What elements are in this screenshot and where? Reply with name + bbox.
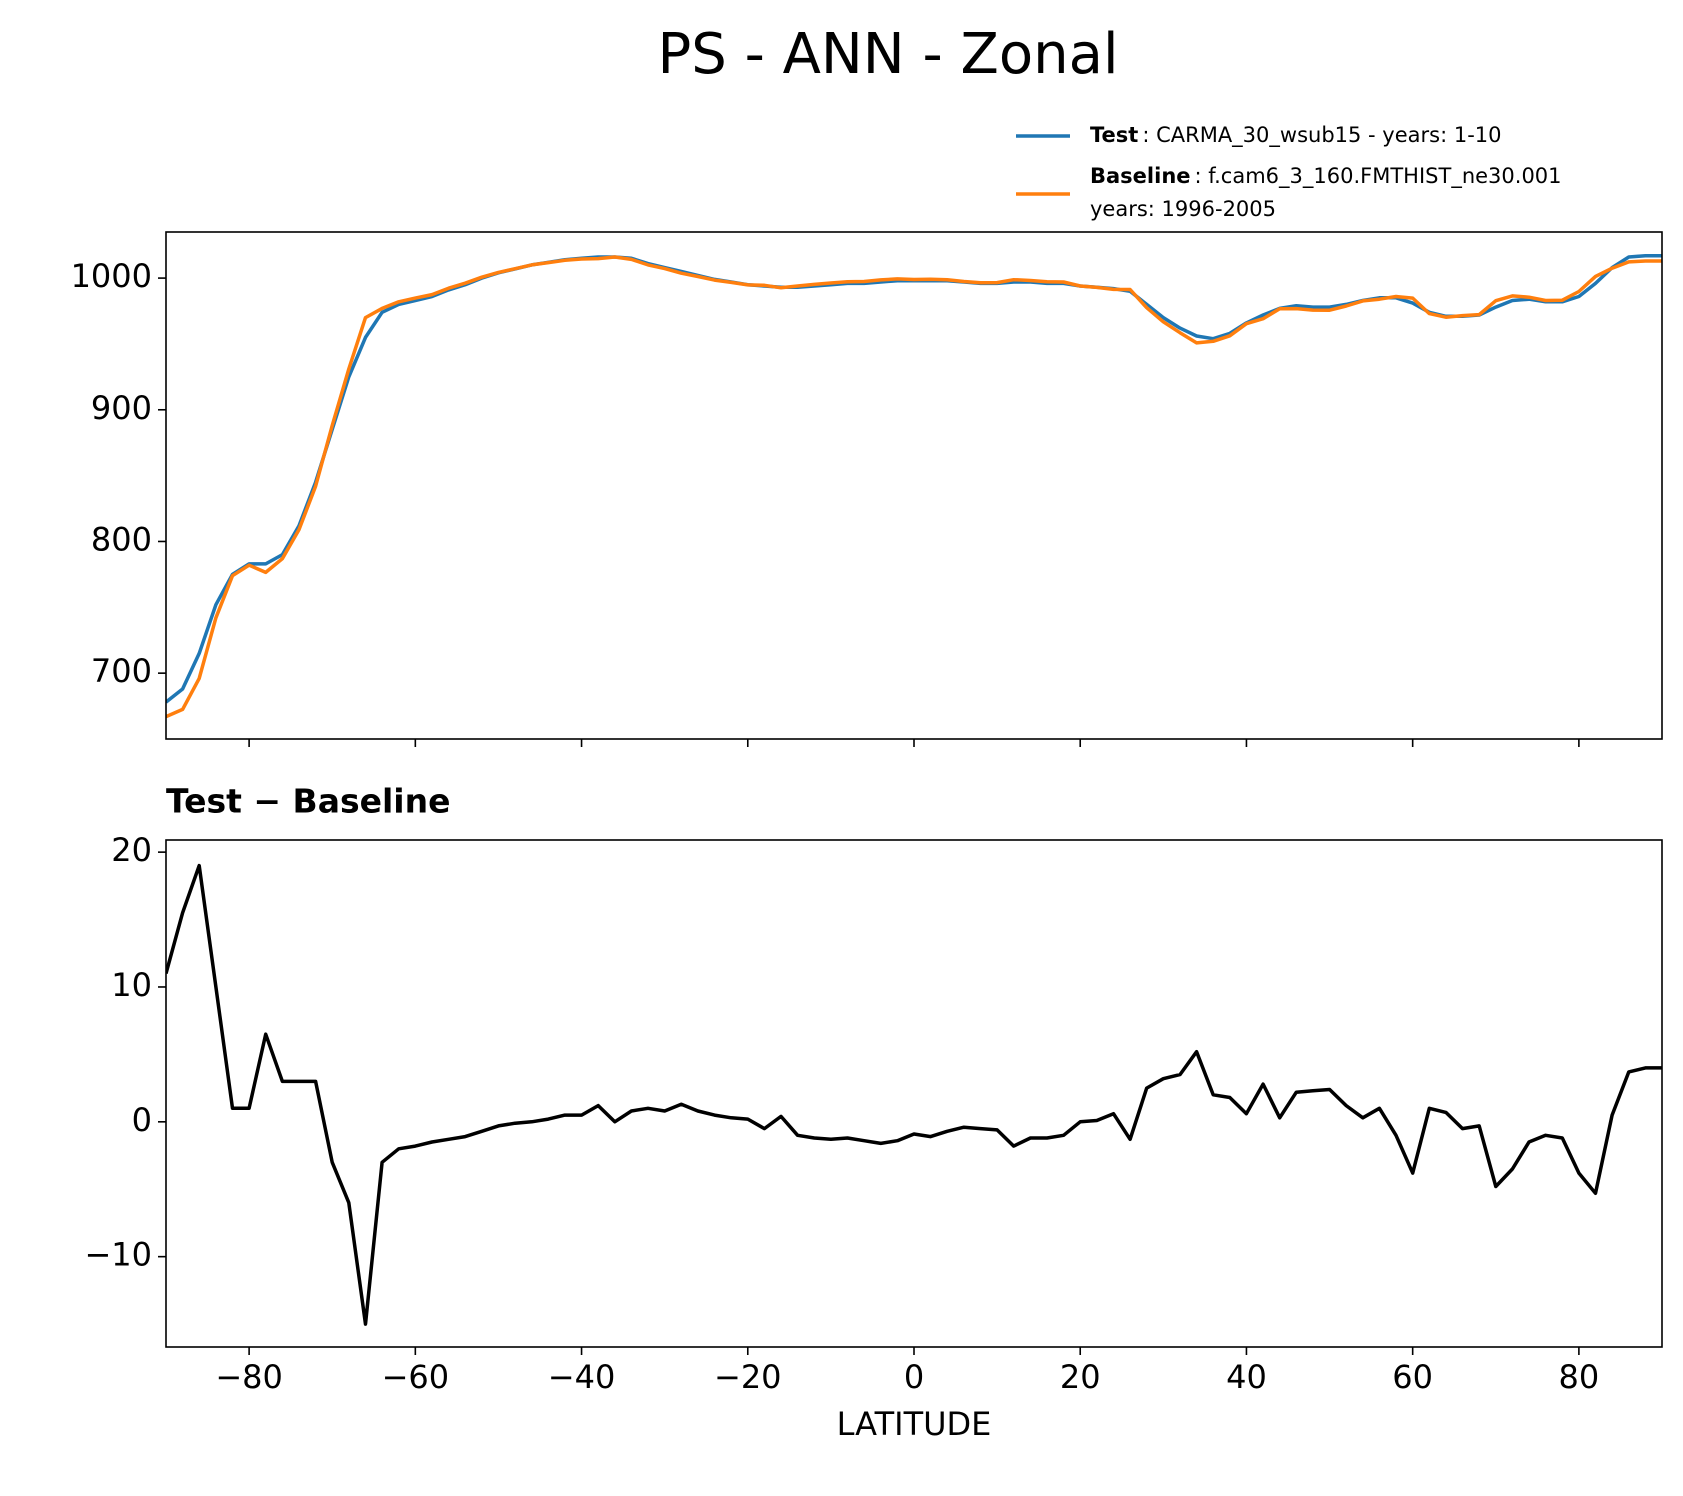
y-tick-label: 0	[132, 1101, 152, 1139]
series-line	[166, 253, 1662, 704]
y-tick-label: 10	[111, 966, 152, 1004]
legend-name: Baseline	[1090, 164, 1191, 188]
legend-label: Baseline: f.cam6_3_160.FMTHIST_ne30.001	[1090, 164, 1562, 189]
y-tick-label: 900	[91, 389, 152, 427]
y-tick-label: 20	[111, 831, 152, 869]
legend-text: years: 1996-2005	[1090, 197, 1276, 221]
x-tick-label: 0	[904, 1358, 924, 1396]
figure-title: PS - ANN - Zonal	[657, 22, 1118, 87]
legend-label: Test: CARMA_30_wsub15 - years: 1-10	[1090, 123, 1502, 148]
x-tick-label: −40	[548, 1358, 616, 1396]
x-tick-label: −60	[382, 1358, 450, 1396]
y-tick-label: 1000	[71, 257, 152, 295]
x-tick-label: −20	[714, 1358, 782, 1396]
x-tick-label: 40	[1226, 1358, 1267, 1396]
y-tick-label: −10	[84, 1236, 152, 1274]
y-tick-label: 800	[91, 520, 152, 558]
legend-text: : f.cam6_3_160.FMTHIST_ne30.001	[1195, 164, 1562, 189]
x-tick-label: 80	[1559, 1358, 1600, 1396]
series-line	[166, 863, 1662, 1326]
x-tick-label: −80	[215, 1358, 283, 1396]
axes-title: Test − Baseline	[166, 782, 451, 821]
x-tick-label: 60	[1392, 1358, 1433, 1396]
legend-name: Test	[1090, 123, 1138, 147]
series-line	[166, 255, 1662, 719]
x-tick-label: 20	[1060, 1358, 1101, 1396]
legend-text: : CARMA_30_wsub15 - years: 1-10	[1142, 123, 1501, 148]
x-axis-label: LATITUDE	[837, 1405, 992, 1443]
axes-frame	[165, 839, 1663, 1348]
y-tick-label: 700	[91, 652, 152, 690]
